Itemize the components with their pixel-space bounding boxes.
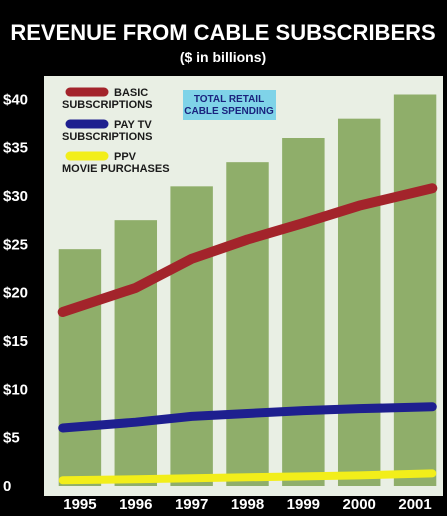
y-tick-label: $15 (3, 333, 28, 350)
y-tick-label: $10 (3, 381, 28, 398)
y-axis-ticks: 0 $5 $10 $15 $20 $25 $30 $35 $40 (3, 91, 28, 495)
bar-1997 (170, 186, 213, 487)
x-tick-label: 1996 (119, 496, 152, 513)
y-tick-label: $20 (3, 285, 28, 302)
x-axis-ticks: 1995 1996 1997 1998 1999 2000 2001 (63, 496, 432, 513)
legend-label: PAY TV (114, 119, 152, 131)
x-tick-label: 2001 (398, 496, 431, 513)
chart-subtitle: ($ in billions) (180, 49, 266, 65)
series-line-1 (58, 402, 437, 433)
bar-1996 (114, 220, 158, 486)
callout-box (183, 90, 276, 120)
line-group (57, 183, 438, 485)
y-tick-label: $40 (3, 91, 28, 108)
bar-1998 (226, 162, 269, 486)
y-tick-label: $5 (3, 430, 20, 447)
bar-1999 (282, 138, 325, 486)
callout-label: TOTAL RETAIL (194, 94, 264, 105)
x-tick-label: 1995 (63, 496, 96, 513)
bar-group (58, 94, 437, 487)
bar-2001 (393, 94, 437, 486)
x-tick-label: 2000 (343, 496, 376, 513)
y-tick-label: $30 (3, 188, 28, 205)
legend-label: BASIC (114, 87, 148, 99)
legend-label: SUBSCRIPTIONS (62, 99, 152, 111)
y-tick-label: $25 (3, 236, 28, 253)
legend-label: SUBSCRIPTIONS (62, 131, 152, 143)
series-line-0 (57, 183, 438, 317)
x-tick-label: 1998 (231, 496, 264, 513)
y-tick-label: 0 (3, 478, 11, 495)
series-line-2 (58, 469, 437, 485)
x-tick-label: 1997 (175, 496, 208, 513)
legend-label: MOVIE PURCHASES (62, 163, 170, 175)
x-tick-label: 1999 (287, 496, 320, 513)
legend-label: PPV (114, 151, 137, 163)
bar-2000 (337, 118, 381, 487)
chart-title: REVENUE FROM CABLE SUBSCRIBERS (10, 20, 435, 45)
callout-label: CABLE SPENDING (184, 106, 274, 117)
bar-1995 (58, 249, 102, 486)
y-tick-label: $35 (3, 140, 28, 157)
